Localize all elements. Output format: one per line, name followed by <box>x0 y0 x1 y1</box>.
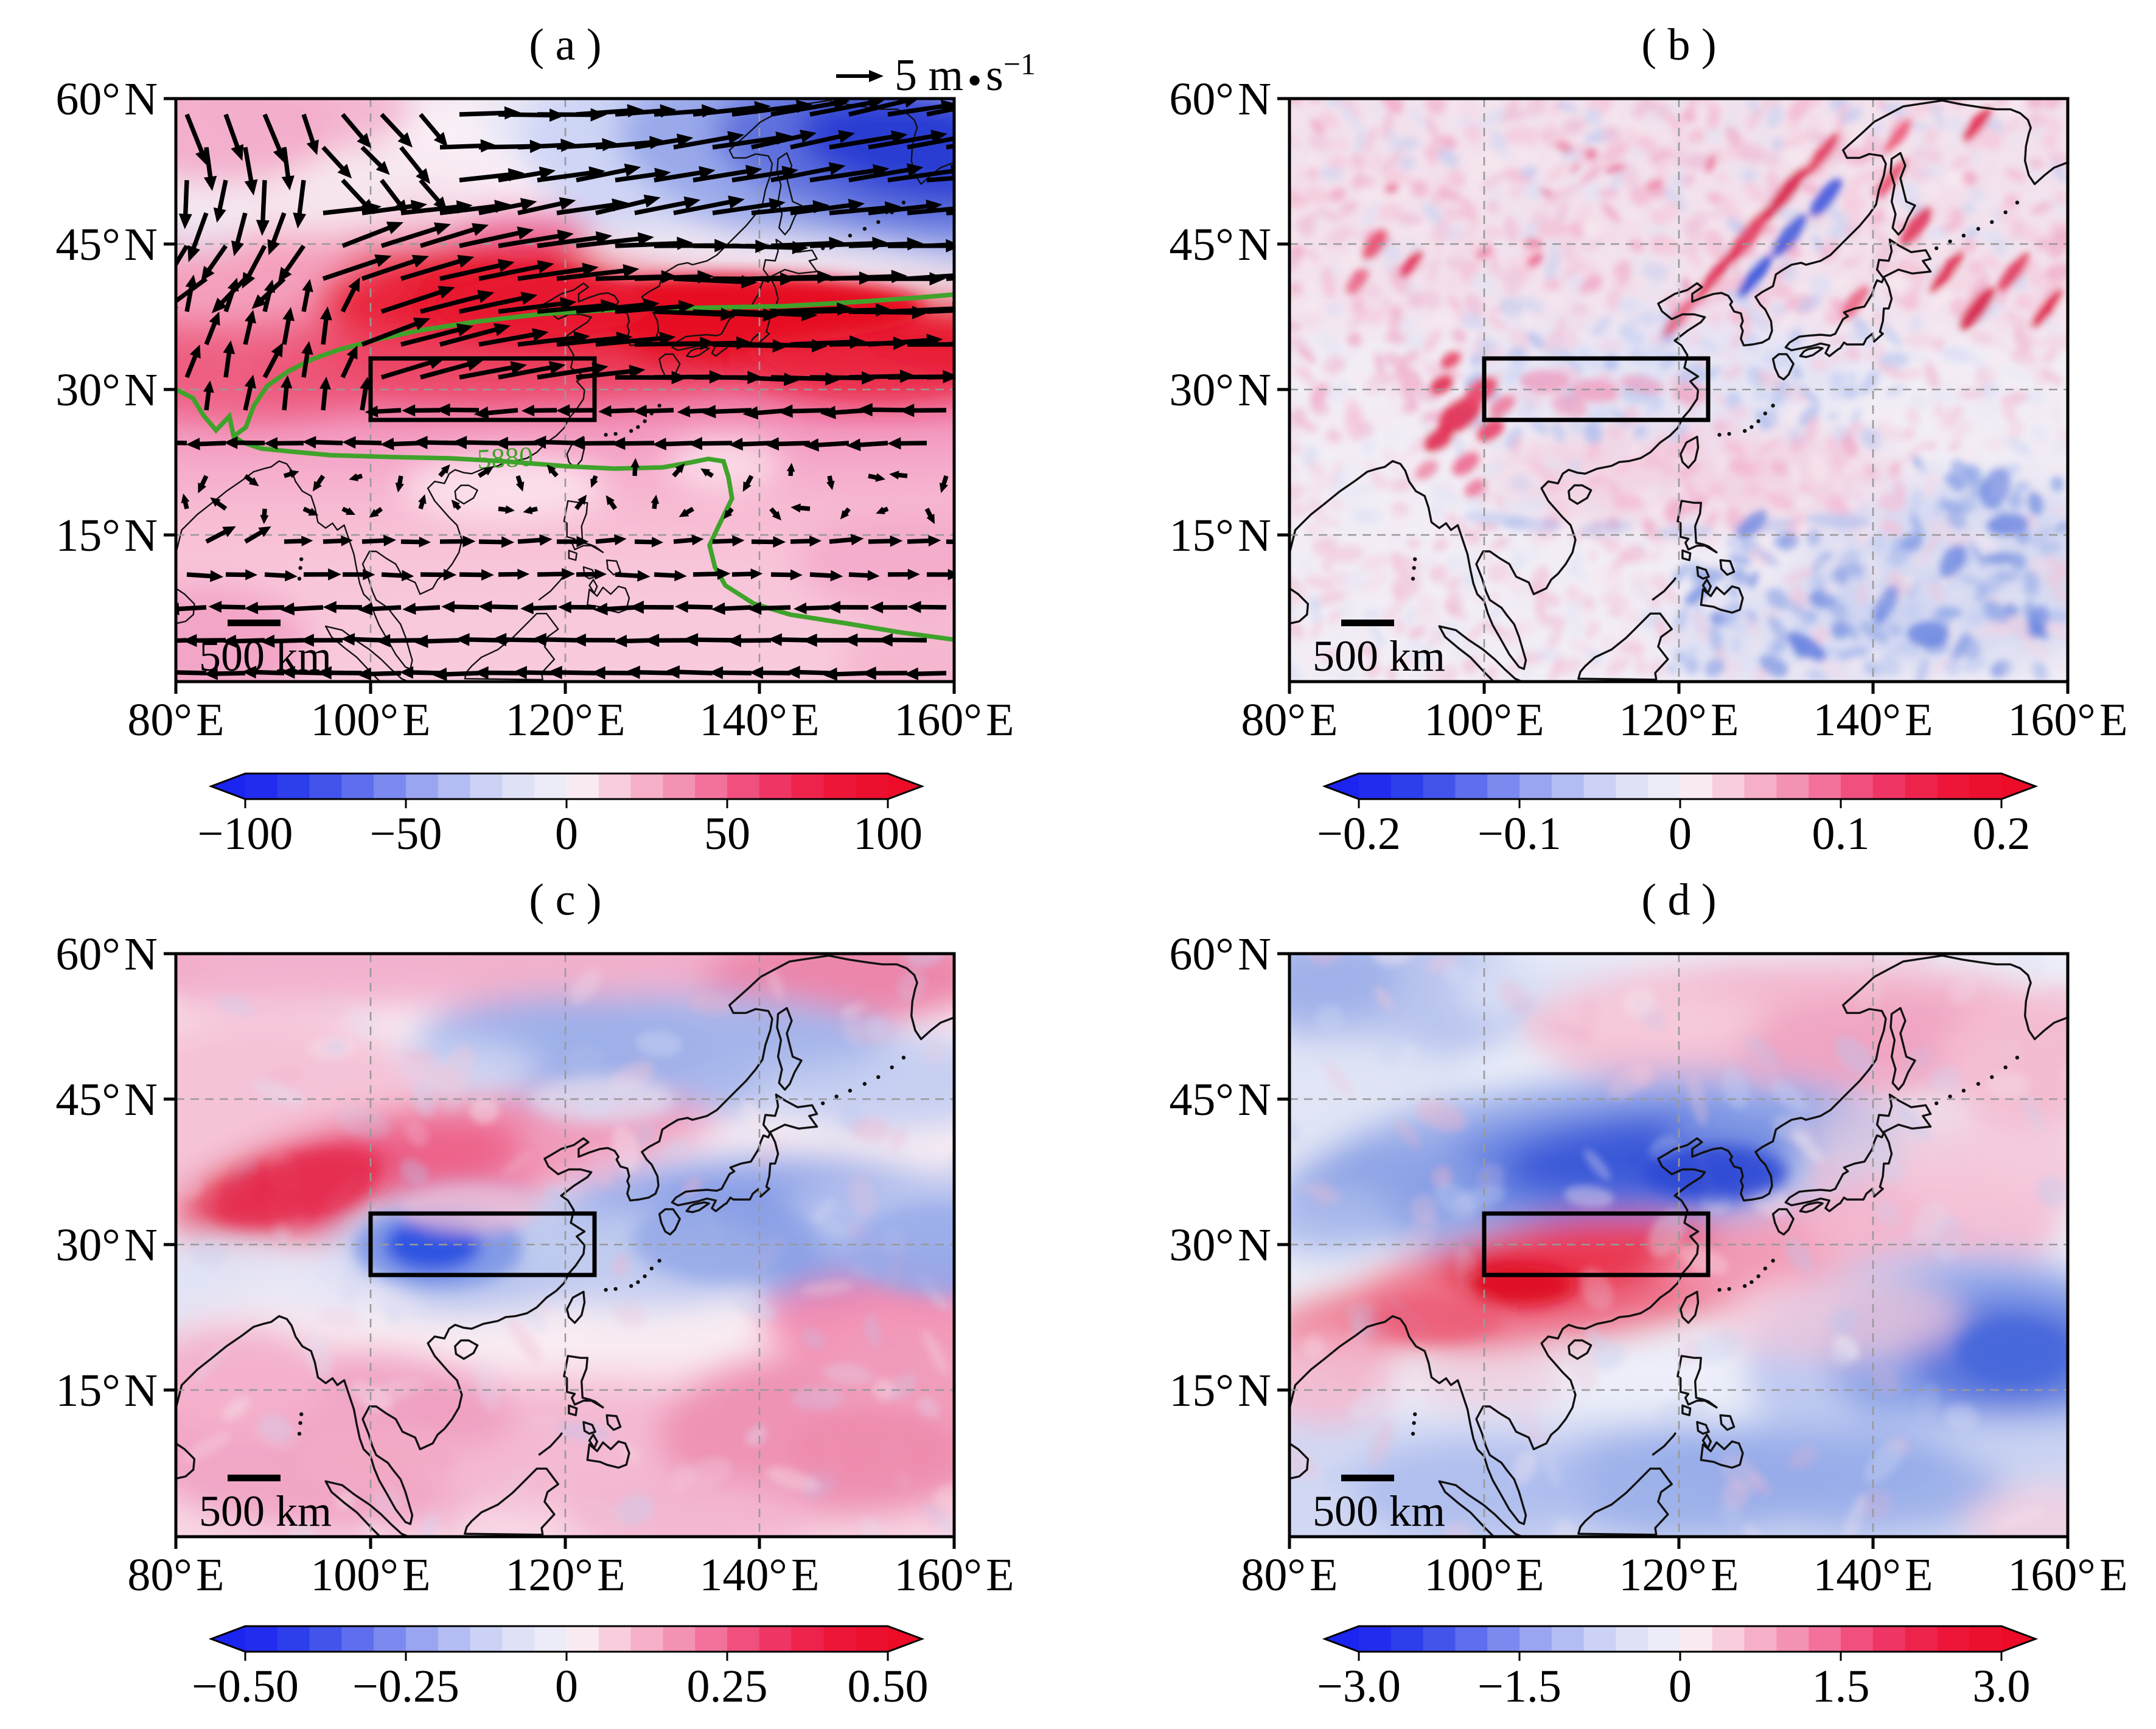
svg-text:50: 50 <box>704 808 750 859</box>
svg-text:15° N: 15° N <box>1169 1365 1271 1416</box>
svg-text:160° E: 160° E <box>894 694 1014 746</box>
svg-text:100° E: 100° E <box>1424 1549 1544 1601</box>
svg-text:120° E: 120° E <box>1619 1549 1739 1601</box>
svg-text:30° N: 30° N <box>55 365 158 416</box>
svg-text:140° E: 140° E <box>699 694 819 746</box>
svg-text:500 km: 500 km <box>199 632 332 680</box>
svg-text:160° E: 160° E <box>894 1549 1014 1601</box>
svg-text:100° E: 100° E <box>310 1549 430 1601</box>
svg-text:60° N: 60° N <box>55 929 158 980</box>
svg-text:500 km: 500 km <box>1313 1487 1445 1535</box>
svg-text:−100: −100 <box>198 808 293 859</box>
svg-text:15° N: 15° N <box>1169 510 1271 561</box>
svg-text:60° N: 60° N <box>1169 929 1271 980</box>
svg-text:0: 0 <box>1669 808 1692 859</box>
svg-text:−0.1: −0.1 <box>1477 808 1561 859</box>
svg-text:500 km: 500 km <box>199 1487 332 1535</box>
svg-text:0: 0 <box>1669 1661 1692 1712</box>
svg-text:45° N: 45° N <box>55 219 158 270</box>
svg-text:0: 0 <box>555 808 578 859</box>
svg-text:0.2: 0.2 <box>1973 808 2031 859</box>
svg-text:80° E: 80° E <box>127 694 224 746</box>
svg-text:15° N: 15° N <box>55 510 158 561</box>
svg-text:100° E: 100° E <box>1424 694 1544 746</box>
svg-text:80° E: 80° E <box>127 1549 224 1601</box>
svg-text:30° N: 30° N <box>1169 365 1271 416</box>
svg-text:30° N: 30° N <box>1169 1220 1271 1271</box>
svg-text:30° N: 30° N <box>55 1220 158 1271</box>
svg-text:15° N: 15° N <box>55 1365 158 1416</box>
svg-text:45° N: 45° N <box>1169 219 1271 270</box>
svg-text:−50: −50 <box>370 808 442 859</box>
svg-text:100° E: 100° E <box>310 694 430 746</box>
svg-text:140° E: 140° E <box>1813 694 1933 746</box>
svg-text:−0.25: −0.25 <box>352 1661 459 1712</box>
svg-text:120° E: 120° E <box>1619 694 1739 746</box>
svg-text:0.50: 0.50 <box>848 1661 929 1712</box>
svg-text:( b ): ( b ) <box>1641 20 1716 70</box>
svg-text:( c ): ( c ) <box>529 875 601 925</box>
svg-text:100: 100 <box>853 808 923 859</box>
svg-text:0.1: 0.1 <box>1812 808 1870 859</box>
svg-text:60° N: 60° N <box>55 74 158 125</box>
svg-text:160° E: 160° E <box>2008 694 2127 746</box>
svg-text:1.5: 1.5 <box>1812 1661 1870 1712</box>
svg-text:−3.0: −3.0 <box>1317 1661 1401 1712</box>
svg-text:0: 0 <box>555 1661 578 1712</box>
svg-text:−0.50: −0.50 <box>192 1661 299 1712</box>
svg-text:−1.5: −1.5 <box>1477 1661 1561 1712</box>
svg-text:500 km: 500 km <box>1313 632 1445 680</box>
svg-text:120° E: 120° E <box>505 1549 625 1601</box>
svg-text:45° N: 45° N <box>1169 1074 1271 1125</box>
svg-text:80° E: 80° E <box>1241 1549 1338 1601</box>
svg-text:0.25: 0.25 <box>687 1661 768 1712</box>
svg-text:( d ): ( d ) <box>1641 875 1716 925</box>
svg-text:60° N: 60° N <box>1169 74 1271 125</box>
svg-text:45° N: 45° N <box>55 1074 158 1125</box>
svg-text:160° E: 160° E <box>2008 1549 2127 1601</box>
svg-text:80° E: 80° E <box>1241 694 1338 746</box>
svg-text:140° E: 140° E <box>1813 1549 1933 1601</box>
svg-text:( a ): ( a ) <box>529 20 601 70</box>
svg-text:−0.2: −0.2 <box>1317 808 1401 859</box>
svg-text:3.0: 3.0 <box>1973 1661 2031 1712</box>
svg-text:120° E: 120° E <box>505 694 625 746</box>
svg-text:140° E: 140° E <box>699 1549 819 1601</box>
